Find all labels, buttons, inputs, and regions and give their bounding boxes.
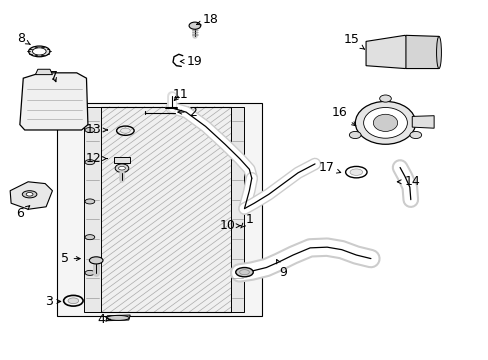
- Ellipse shape: [115, 164, 128, 172]
- Text: 9: 9: [276, 260, 287, 279]
- Text: 2: 2: [178, 105, 197, 119]
- Ellipse shape: [85, 159, 95, 165]
- Ellipse shape: [120, 128, 130, 133]
- Ellipse shape: [379, 95, 390, 102]
- Polygon shape: [10, 182, 52, 209]
- Text: 4: 4: [97, 313, 110, 326]
- Polygon shape: [411, 116, 433, 128]
- Ellipse shape: [85, 235, 95, 240]
- Ellipse shape: [85, 270, 95, 275]
- Text: 16: 16: [331, 105, 355, 126]
- Text: 15: 15: [343, 33, 364, 49]
- Ellipse shape: [29, 46, 50, 57]
- Polygon shape: [405, 35, 438, 68]
- Text: 11: 11: [172, 88, 188, 101]
- Ellipse shape: [355, 102, 415, 144]
- Polygon shape: [230, 107, 244, 312]
- Ellipse shape: [22, 191, 37, 198]
- Text: 3: 3: [45, 295, 61, 308]
- Text: 7: 7: [50, 70, 58, 83]
- Text: 8: 8: [17, 32, 30, 45]
- Polygon shape: [366, 35, 425, 68]
- Polygon shape: [57, 103, 261, 316]
- Text: 18: 18: [196, 13, 218, 27]
- Ellipse shape: [235, 267, 253, 277]
- Ellipse shape: [107, 315, 129, 320]
- Ellipse shape: [436, 36, 441, 68]
- Ellipse shape: [85, 199, 95, 204]
- Ellipse shape: [89, 257, 103, 264]
- Text: 12: 12: [86, 152, 107, 165]
- Text: 1: 1: [240, 213, 253, 228]
- Text: 14: 14: [396, 175, 419, 188]
- Polygon shape: [101, 107, 230, 312]
- Polygon shape: [106, 315, 130, 321]
- Ellipse shape: [118, 166, 125, 170]
- Ellipse shape: [363, 108, 407, 138]
- Polygon shape: [84, 107, 101, 312]
- Polygon shape: [35, 69, 52, 75]
- Polygon shape: [114, 157, 129, 163]
- Ellipse shape: [348, 131, 360, 139]
- Text: 6: 6: [16, 206, 30, 220]
- Text: 5: 5: [61, 252, 80, 265]
- Ellipse shape: [349, 169, 362, 175]
- Text: 17: 17: [318, 161, 340, 174]
- Polygon shape: [20, 73, 88, 130]
- Text: 10: 10: [219, 219, 241, 232]
- Text: 19: 19: [180, 55, 203, 68]
- Ellipse shape: [68, 298, 79, 303]
- Ellipse shape: [372, 114, 397, 131]
- Ellipse shape: [189, 22, 201, 29]
- Ellipse shape: [26, 193, 33, 196]
- Text: 13: 13: [86, 123, 107, 136]
- Ellipse shape: [409, 131, 421, 139]
- Ellipse shape: [85, 127, 95, 132]
- Ellipse shape: [32, 48, 46, 55]
